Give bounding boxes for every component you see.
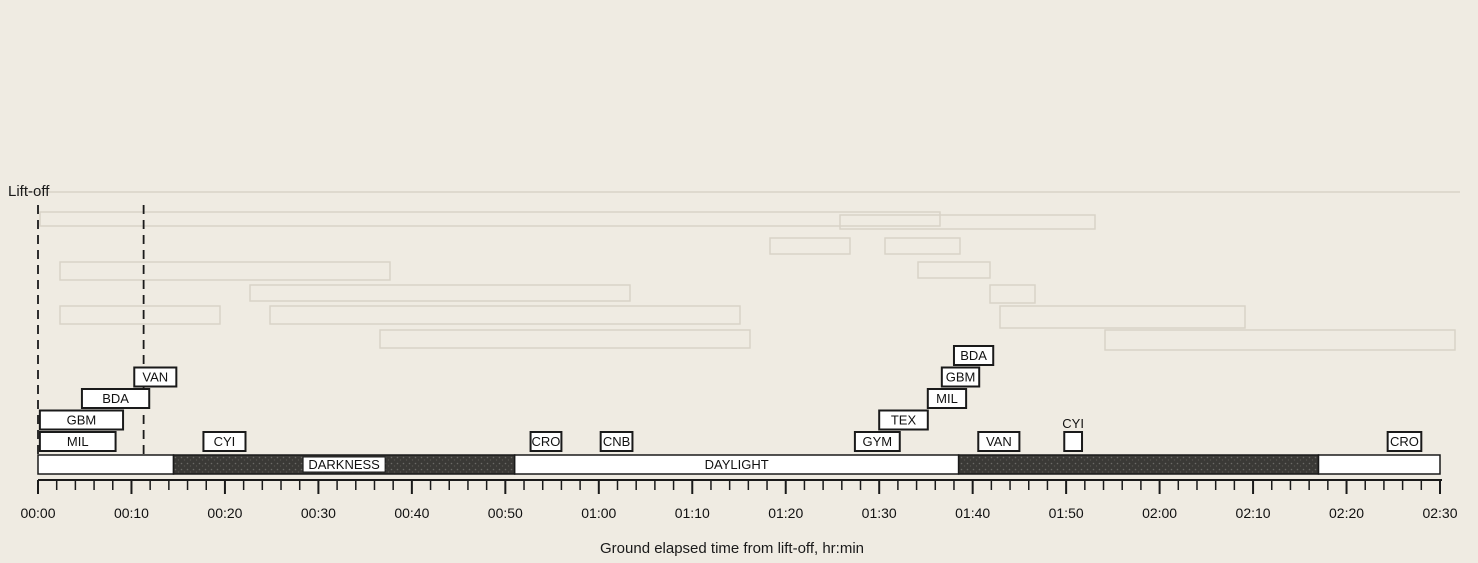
tick-label: 00:40 <box>394 505 429 521</box>
station-pass-label: CNB <box>603 434 630 449</box>
bleed-through-artifact <box>20 191 1460 351</box>
station-pass-label: MIL <box>936 391 958 406</box>
station-pass-gym: GYM <box>853 431 901 452</box>
station-pass-box <box>940 366 981 388</box>
station-pass-box <box>529 431 563 452</box>
station-pass-mil: MIL <box>926 388 968 409</box>
station-pass-label: BDA <box>960 348 987 363</box>
station-pass-cro: CRO <box>1386 431 1423 452</box>
station-pass-gbm: GBM <box>940 366 981 388</box>
station-pass-tex: TEX <box>878 409 929 431</box>
station-pass-label: CYI <box>1062 416 1084 431</box>
station-pass-label: GYM <box>863 434 893 449</box>
daylight-segment <box>37 454 175 475</box>
lift-off-label: Lift-off <box>8 183 50 200</box>
x-axis-label: Ground elapsed time from lift-off, hr:mi… <box>600 540 864 557</box>
station-pass-label: VAN <box>142 370 168 385</box>
darkness-label: DARKNESS <box>308 457 380 472</box>
station-pass-box <box>952 345 995 366</box>
tick-label: 00:00 <box>20 505 55 521</box>
tick-label: 01:00 <box>581 505 616 521</box>
station-pass-label: BDA <box>102 391 129 406</box>
station-pass-cyi: CYI <box>202 431 247 452</box>
station-pass-van: VAN <box>977 431 1021 452</box>
station-pass-box <box>926 388 968 409</box>
darkness-label-bg <box>302 456 386 473</box>
station-pass-cro: CRO <box>529 431 563 452</box>
station-pass-box <box>38 409 125 431</box>
tick-label: 02:30 <box>1422 505 1457 521</box>
station-pass-box <box>80 388 151 409</box>
station-pass-label: VAN <box>986 434 1012 449</box>
tick-label: 01:10 <box>675 505 710 521</box>
station-pass-box <box>977 431 1021 452</box>
tick-label: 02:00 <box>1142 505 1177 521</box>
station-pass-label: CYI <box>214 434 236 449</box>
station-pass-box <box>133 366 178 388</box>
station-pass-box <box>878 409 929 431</box>
lighting-bar: DARKNESS DAYLIGHT <box>37 454 1441 475</box>
daylight-segment <box>1317 454 1441 475</box>
station-pass-label: CRO <box>532 434 561 449</box>
station-pass-van: VAN <box>133 366 178 388</box>
station-pass-box <box>38 431 117 452</box>
station-pass-label: TEX <box>891 413 917 428</box>
station-pass-mil: MIL <box>38 431 117 452</box>
station-pass-box <box>853 431 901 452</box>
tick-label: 00:30 <box>301 505 336 521</box>
markers <box>37 205 145 455</box>
darkness-segment <box>957 454 1320 475</box>
tick-label: 02:10 <box>1236 505 1271 521</box>
tick-label: 00:10 <box>114 505 149 521</box>
station-pass-box <box>202 431 247 452</box>
station-pass-bda: BDA <box>952 345 995 366</box>
tick-label: 01:20 <box>768 505 803 521</box>
tick-label: 01:30 <box>862 505 897 521</box>
station-pass-label: CRO <box>1390 434 1419 449</box>
station-passes: MIL GBM BDA VAN CYI CRO CNB GYM TEX MIL GBM BDA VAN C… <box>38 345 1423 452</box>
station-pass-label: GBM <box>946 370 976 385</box>
station-pass-cnb: CNB <box>599 431 634 452</box>
station-pass-label: GBM <box>67 413 97 428</box>
station-pass-box <box>599 431 634 452</box>
station-pass-box <box>1063 431 1084 452</box>
daylight-label: DAYLIGHT <box>705 457 769 472</box>
time-axis: 00:00 00:10 00:20 00:30 00:40 00:50 01:00 01:10… <box>20 479 1458 521</box>
station-pass-cyi: CYI <box>1062 416 1084 452</box>
station-pass-box <box>1386 431 1423 452</box>
station-pass-bda: BDA <box>80 388 151 409</box>
tick-label: 01:40 <box>955 505 990 521</box>
tick-label: 00:50 <box>488 505 523 521</box>
station-pass-label: MIL <box>67 434 89 449</box>
tick-label: 01:50 <box>1049 505 1084 521</box>
tick-label: 02:20 <box>1329 505 1364 521</box>
station-pass-gbm: GBM <box>38 409 125 431</box>
tick-label: 00:20 <box>207 505 242 521</box>
